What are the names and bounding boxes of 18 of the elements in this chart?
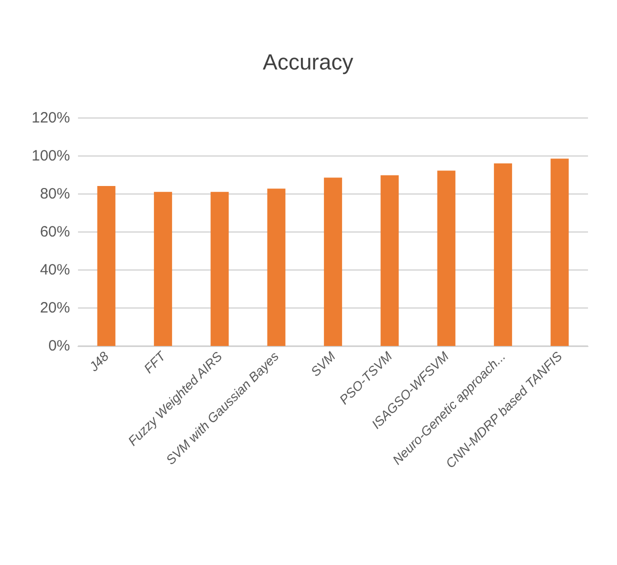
bar <box>267 188 286 346</box>
y-tick-label: 80% <box>40 186 70 202</box>
y-tick-label: 40% <box>40 262 70 278</box>
bar <box>210 192 229 346</box>
x-tick-label: J48 <box>86 348 112 375</box>
bar <box>380 175 399 346</box>
y-tick-label: 120% <box>32 110 70 126</box>
bar <box>437 170 456 346</box>
y-tick-label: 20% <box>40 300 70 316</box>
bar <box>324 178 342 346</box>
y-tick-label: 0% <box>48 338 70 354</box>
chart-title: Accuracy <box>262 50 354 74</box>
bar <box>550 158 569 346</box>
bar <box>494 163 512 346</box>
y-tick-label: 60% <box>40 224 70 240</box>
y-tick-label: 100% <box>32 148 70 164</box>
bar <box>97 186 116 346</box>
bar <box>154 192 172 346</box>
